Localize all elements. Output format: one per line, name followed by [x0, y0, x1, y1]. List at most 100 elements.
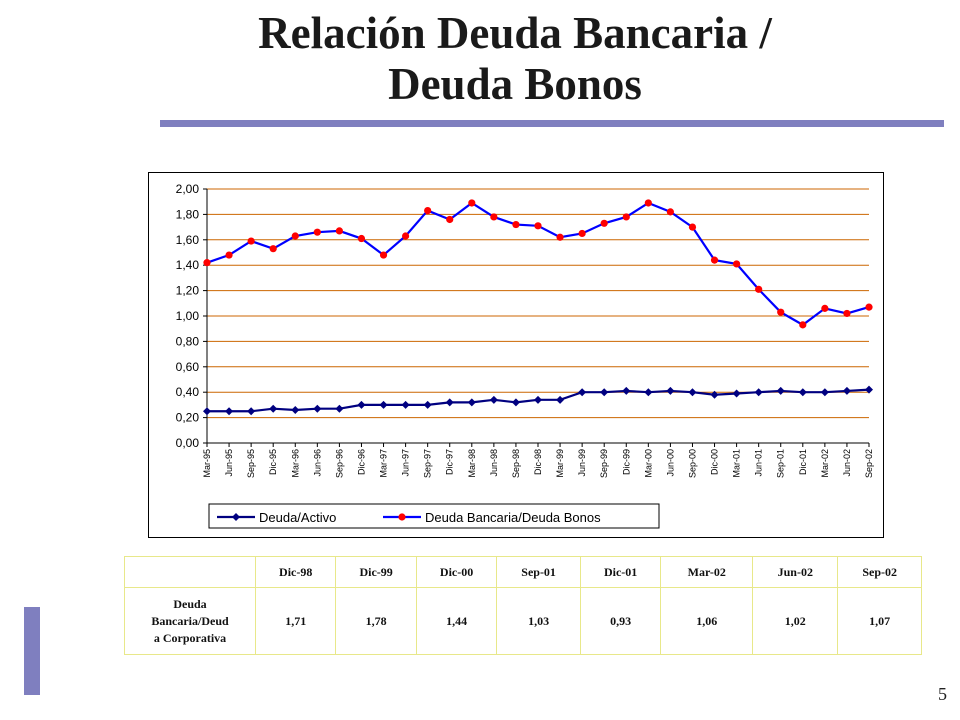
data-point-deuda-activo — [423, 400, 432, 409]
table-header-cell: Dic-99 — [335, 556, 417, 588]
data-point-deuda-bancaria-bonos — [666, 208, 675, 216]
y-tick-label: 0,20 — [176, 411, 200, 425]
data-point-deuda-bancaria-bonos — [424, 206, 432, 215]
data-point-deuda-activo — [644, 388, 653, 397]
data-point-deuda-bancaria-bonos — [733, 260, 741, 268]
table-row-label: Deuda Bancaria/Deud a Corporativa — [124, 587, 256, 655]
series-line-deuda-bancaria-bonos — [206, 201, 870, 327]
x-tick-label: Jun-00 — [665, 449, 675, 477]
y-tick-label: 0,60 — [176, 360, 200, 374]
data-point-deuda-activo — [225, 407, 234, 416]
x-tick-label: Sep-00 — [687, 449, 697, 478]
table-header-cell: Mar-02 — [660, 556, 754, 588]
data-point-deuda-bancaria-bonos — [357, 234, 366, 243]
row-label-line: Deuda — [173, 596, 207, 611]
data-point-deuda-bancaria-bonos — [490, 213, 498, 221]
data-point-deuda-bancaria-bonos — [313, 228, 321, 236]
data-point-deuda-activo — [511, 398, 520, 407]
data-point-deuda-bancaria-bonos — [622, 213, 630, 221]
x-tick-label: Mar-98 — [467, 449, 477, 478]
data-point-deuda-activo — [534, 395, 542, 404]
data-point-deuda-bancaria-bonos — [512, 220, 520, 229]
table-cell: 0,93 — [579, 587, 662, 655]
page-title-line-1: Relación Deuda Bancaria / — [258, 8, 772, 58]
legend-marker — [232, 513, 240, 521]
data-point-deuda-bancaria-bonos — [247, 237, 255, 245]
line-chart: 0,00 0,20 0,40 0,60 0,80 1,00 1,20 1,40 1,60 1,80… — [176, 182, 874, 529]
page-title-line-2: Deuda Bonos — [388, 59, 642, 109]
data-point-deuda-activo — [776, 386, 785, 395]
data-point-deuda-activo — [269, 404, 278, 413]
table-header-cell: Dic-00 — [415, 556, 498, 588]
x-tick-label: Dic-96 — [356, 449, 366, 475]
data-point-deuda-activo — [247, 407, 256, 416]
title-underline — [160, 120, 944, 127]
x-tick-label: Mar-97 — [379, 449, 389, 478]
side-accent-bar — [24, 607, 40, 695]
x-tick-label: Sep-02 — [864, 449, 874, 478]
x-tick-label: Dic-95 — [268, 449, 278, 475]
data-point-deuda-activo — [445, 398, 454, 407]
legend-label: Deuda Bancaria/Deuda Bonos — [425, 510, 601, 525]
data-point-deuda-bancaria-bonos — [291, 232, 299, 240]
data-point-deuda-activo — [600, 388, 609, 397]
data-point-deuda-bancaria-bonos — [335, 227, 343, 235]
legend-marker — [398, 513, 406, 521]
data-point-deuda-bancaria-bonos — [534, 222, 542, 230]
x-tick-label: Mar-01 — [732, 449, 742, 478]
data-point-deuda-activo — [578, 388, 587, 397]
x-tick-label: Mar-99 — [555, 449, 565, 478]
x-tick-label: Jun-99 — [577, 449, 587, 477]
data-point-deuda-activo — [401, 400, 410, 409]
x-tick-label: Sep-97 — [423, 449, 433, 478]
data-point-deuda-activo — [622, 386, 631, 395]
x-tick-label: Sep-99 — [599, 449, 609, 478]
x-tick-label: Sep-96 — [334, 449, 344, 478]
data-point-deuda-activo — [357, 400, 366, 409]
data-point-deuda-bancaria-bonos — [225, 251, 233, 259]
y-tick-label: 1,40 — [176, 258, 200, 272]
data-point-deuda-activo — [467, 398, 476, 407]
table-cell: 1,06 — [660, 587, 754, 655]
data-point-deuda-activo — [203, 407, 211, 416]
table-cell: 1,03 — [496, 587, 581, 655]
x-tick-label: Jun-01 — [754, 449, 764, 477]
data-point-deuda-bancaria-bonos — [578, 229, 586, 238]
x-tick-label: Sep-01 — [776, 449, 786, 478]
x-tick-label: Jun-98 — [489, 449, 499, 477]
data-point-deuda-activo — [732, 389, 741, 398]
data-point-deuda-bancaria-bonos — [865, 303, 873, 311]
data-point-deuda-activo — [379, 400, 388, 409]
data-point-deuda-activo — [865, 385, 873, 394]
data-point-deuda-bancaria-bonos — [644, 199, 652, 207]
data-point-deuda-bancaria-bonos — [269, 245, 277, 253]
data-point-deuda-bancaria-bonos — [755, 285, 763, 293]
data-point-deuda-activo — [754, 388, 763, 397]
data-point-deuda-activo — [489, 395, 498, 404]
y-tick-label: 1,20 — [176, 284, 200, 298]
data-point-deuda-bancaria-bonos — [600, 219, 608, 227]
data-point-deuda-bancaria-bonos — [468, 199, 476, 207]
legend-label: Deuda/Activo — [259, 510, 336, 525]
data-point-deuda-activo — [842, 386, 851, 395]
table-header-cell: Dic-98 — [254, 556, 337, 588]
x-tick-label: Mar-96 — [290, 449, 300, 478]
table-header-empty-cell — [124, 556, 256, 588]
x-tick-label: Jun-95 — [224, 449, 234, 477]
data-point-deuda-activo — [313, 404, 322, 413]
table-header-cell: Sep-02 — [837, 556, 922, 588]
x-tick-label: Dic-00 — [710, 449, 720, 475]
data-point-deuda-activo — [688, 388, 697, 397]
data-point-deuda-bancaria-bonos — [688, 223, 697, 231]
chart-frame: 0,00 0,20 0,40 0,60 0,80 1,00 1,20 1,40 1,60 1,80… — [148, 172, 884, 538]
legend-box — [208, 503, 660, 529]
data-point-deuda-bancaria-bonos — [821, 304, 829, 312]
table-cell: 1,71 — [254, 587, 337, 655]
y-tick-label: 1,80 — [176, 207, 200, 221]
table-cell: 1,07 — [837, 587, 922, 655]
x-tick-label: Sep-98 — [511, 449, 521, 478]
data-point-deuda-activo — [710, 390, 719, 399]
x-tick-label: Dic-98 — [533, 449, 543, 475]
x-tick-label: Dic-99 — [621, 449, 631, 475]
y-tick-label: 0,40 — [176, 385, 200, 399]
